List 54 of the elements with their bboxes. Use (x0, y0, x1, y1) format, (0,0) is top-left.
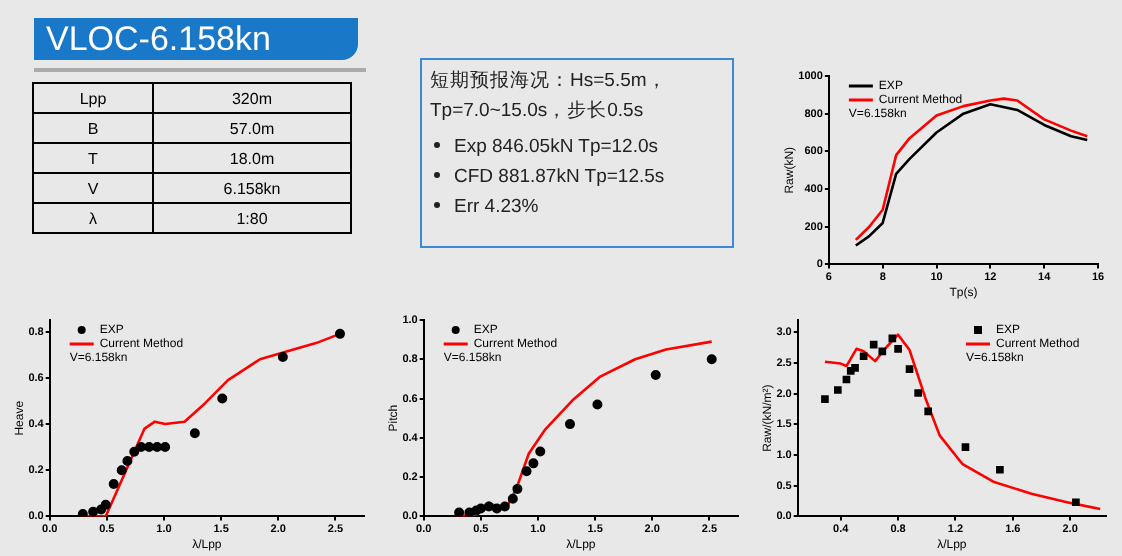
text: 18.0m (153, 143, 351, 173)
point (924, 407, 933, 416)
text: V (33, 173, 153, 203)
text: 57.0m (153, 113, 351, 143)
point (1072, 498, 1080, 507)
point (961, 443, 970, 451)
point (88, 506, 99, 517)
point (834, 386, 842, 394)
point (512, 483, 523, 494)
text: 320m (153, 83, 351, 113)
text: Err 4.23% (452, 194, 541, 222)
text: CFD 881.87kN Tp=12.5s (452, 164, 667, 192)
point (521, 466, 532, 477)
point (528, 458, 539, 469)
text: 6.158kn (153, 173, 351, 203)
point (189, 428, 200, 439)
point (650, 369, 661, 380)
text: Tp=7.0~15.0s，步长0.5s (430, 98, 646, 126)
point (859, 352, 868, 361)
text: T (33, 143, 153, 173)
point (100, 499, 111, 510)
point (905, 365, 914, 373)
point (507, 493, 518, 504)
text: 短期预报海况：Hs=5.5m， (430, 68, 669, 96)
point (277, 351, 288, 362)
point (535, 446, 546, 457)
text: VLOC-6.158kn (34, 18, 358, 60)
point (592, 399, 603, 410)
point (564, 419, 575, 430)
point (894, 345, 902, 353)
point (129, 446, 140, 457)
text: Lpp (33, 83, 153, 113)
point (160, 442, 171, 453)
point (851, 364, 859, 372)
point (483, 501, 494, 512)
point (878, 347, 887, 356)
point (335, 328, 345, 339)
point (454, 507, 465, 517)
text: Exp 846.05kN Tp=12.0s (452, 134, 661, 162)
text: B (33, 113, 153, 143)
point (217, 393, 228, 404)
point (122, 455, 133, 466)
point (996, 465, 1004, 474)
point (108, 479, 119, 490)
text: 1:80 (153, 203, 351, 233)
point (706, 354, 717, 365)
point (869, 340, 878, 349)
text: λ (33, 203, 153, 233)
point (821, 395, 829, 403)
point (499, 501, 510, 512)
point (116, 465, 127, 476)
point (491, 503, 502, 514)
point (914, 389, 922, 397)
point (77, 509, 88, 517)
